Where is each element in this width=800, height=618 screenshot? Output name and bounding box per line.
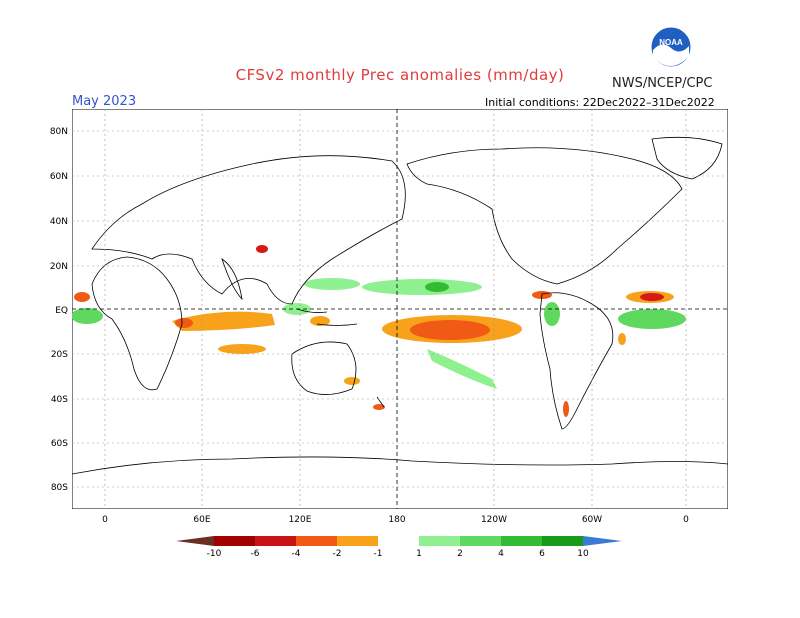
lon-label: 120E — [289, 515, 312, 525]
colorbar-arrow-low — [176, 536, 214, 546]
lat-label: 80N — [50, 127, 68, 137]
colorbar-label: -1 — [374, 549, 383, 559]
gridlines — [72, 109, 728, 509]
lat-label: 40N — [50, 217, 68, 227]
colorbar-label: 4 — [498, 549, 504, 559]
lon-label: 0 — [102, 515, 108, 525]
precip-anomaly-map — [72, 109, 728, 509]
initial-conditions: Initial conditions: 22Dec2022–31Dec2022 — [485, 96, 715, 109]
colorbar-swatch — [378, 536, 419, 546]
lat-label: 60S — [51, 439, 68, 449]
colorbar-swatch — [214, 536, 255, 546]
noaa-logo-text: NOAA — [659, 38, 683, 47]
lat-label: 20S — [51, 350, 68, 360]
colorbar-label: 10 — [577, 549, 589, 559]
lat-label: 80S — [51, 483, 68, 493]
lat-axis: 80N 60N 40N 20N EQ 20S 40S 60S 80S — [50, 127, 68, 493]
colorbar-label: 6 — [539, 549, 545, 559]
colorbar-label: 2 — [457, 549, 463, 559]
colorbar-label: -6 — [251, 549, 260, 559]
colorbar-swatch — [296, 536, 337, 546]
chart-title: CFSv2 monthly Prec anomalies (mm/day) — [235, 66, 565, 84]
colorbar-swatch — [255, 536, 296, 546]
lon-label: 180 — [388, 515, 405, 525]
lon-label: 0 — [683, 515, 689, 525]
colorbar-label: -4 — [292, 549, 301, 559]
lat-label: 60N — [50, 172, 68, 182]
colorbar-label: -10 — [207, 549, 222, 559]
coastlines — [72, 136, 728, 475]
noaa-logo: NOAA — [650, 26, 692, 68]
colorbar-label: 1 — [416, 549, 422, 559]
lon-axis: 0 60E 120E 180 120W 60W 0 — [102, 515, 689, 525]
lat-label: 20N — [50, 262, 68, 272]
colorbar-swatch — [460, 536, 501, 546]
lon-label: 60E — [193, 515, 210, 525]
colorbar: -10 -6 -4 -2 -1 1 2 4 6 10 — [176, 536, 622, 559]
lat-label: 40S — [51, 395, 68, 405]
colorbar-arrow-high — [583, 536, 622, 546]
lon-label: 60W — [582, 515, 602, 525]
lat-label: EQ — [55, 306, 68, 316]
forecast-month: May 2023 — [72, 94, 137, 109]
colorbar-label: -2 — [333, 549, 342, 559]
credit-label: NWS/NCEP/CPC — [612, 76, 713, 91]
colorbar-swatch — [337, 536, 378, 546]
colorbar-swatch — [501, 536, 542, 546]
colorbar-swatch — [419, 536, 460, 546]
colorbar-swatch — [542, 536, 583, 546]
lon-label: 120W — [481, 515, 507, 525]
